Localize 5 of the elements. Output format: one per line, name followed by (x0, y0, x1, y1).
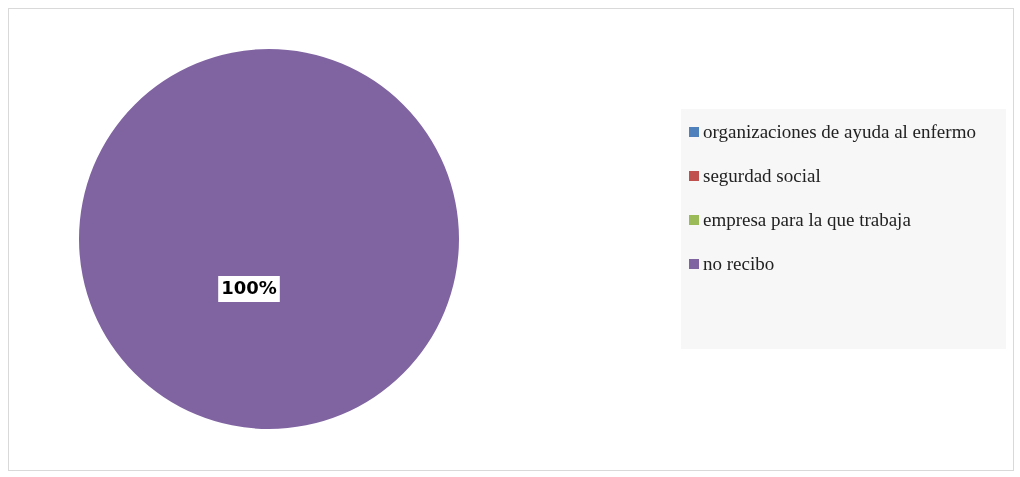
data-label: 100% (221, 276, 277, 298)
legend-label: no recibo (703, 253, 775, 275)
legend-label: organizaciones de ayuda al enfermo (703, 121, 976, 143)
legend-label: empresa para la que trabaja (703, 209, 911, 231)
legend-label: segurdad social (703, 165, 821, 187)
